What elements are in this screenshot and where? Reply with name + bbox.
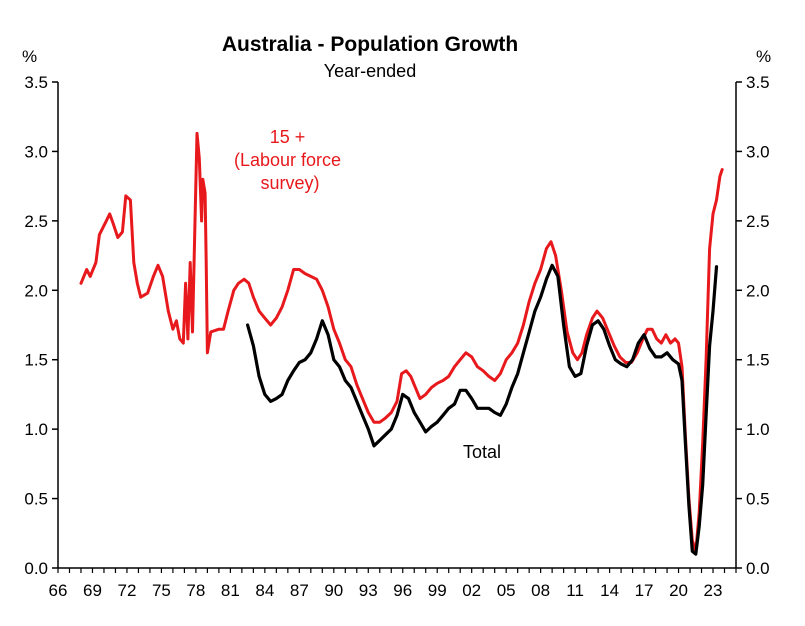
y-tick-label-left: 0.5 bbox=[24, 490, 48, 509]
y-tick-label-right: 3.5 bbox=[746, 73, 770, 92]
x-tick-label: 17 bbox=[635, 581, 654, 600]
x-tick-label: 81 bbox=[221, 581, 240, 600]
x-tick-label: 84 bbox=[255, 581, 274, 600]
y-tick-label-left: 1.0 bbox=[24, 420, 48, 439]
x-tick-label: 96 bbox=[393, 581, 412, 600]
x-tick-label: 23 bbox=[704, 581, 723, 600]
x-tick-label: 66 bbox=[49, 581, 68, 600]
y-tick-label-right: 2.0 bbox=[746, 281, 770, 300]
y-tick-label-left: 3.5 bbox=[24, 73, 48, 92]
series-group bbox=[79, 131, 724, 556]
x-tick-label: 90 bbox=[324, 581, 343, 600]
labour-force-label-line-1: 15 + bbox=[270, 127, 306, 147]
y-axis-left: 0.0 0.5 1.0 1.5 2.0 2.5 3.0 3.5 bbox=[24, 73, 58, 578]
x-tick-label: 11 bbox=[566, 581, 584, 600]
series-line-total bbox=[246, 263, 719, 556]
labour-force-label-line-2: (Labour force bbox=[234, 150, 341, 170]
y-tick-label-right: 0.5 bbox=[746, 490, 770, 509]
y-axis-right: 0.0 0.5 1.0 1.5 2.0 2.5 3.0 3.5 bbox=[736, 73, 770, 578]
y-tick-label-right: 1.0 bbox=[746, 420, 770, 439]
chart-subtitle: Year-ended bbox=[324, 61, 416, 81]
total-label: Total bbox=[463, 442, 501, 462]
y-unit-right: % bbox=[756, 47, 771, 66]
x-tick-label: 14 bbox=[600, 581, 619, 600]
y-tick-label-left: 2.5 bbox=[24, 212, 48, 231]
x-tick-label: 87 bbox=[290, 581, 309, 600]
x-tick-label: 99 bbox=[428, 581, 447, 600]
x-tick-label: 93 bbox=[359, 581, 378, 600]
y-tick-label-left: 1.5 bbox=[24, 351, 48, 370]
x-tick-label: 05 bbox=[497, 581, 516, 600]
y-tick-label-left: 0.0 bbox=[24, 559, 48, 578]
x-tick-label: 08 bbox=[531, 581, 550, 600]
labour-force-label: 15 + (Labour force survey) bbox=[234, 127, 346, 193]
x-axis: 66 69 72 75 78 81 84 87 90 93 96 99 02 05 08 11 14 17 20 23 bbox=[49, 568, 737, 600]
y-tick-label-right: 1.5 bbox=[746, 351, 770, 370]
labour-force-label-line-3: survey) bbox=[260, 173, 319, 193]
y-tick-label-right: 0.0 bbox=[746, 559, 770, 578]
y-tick-label-left: 2.0 bbox=[24, 281, 48, 300]
x-tick-label: 02 bbox=[462, 581, 481, 600]
y-tick-label-right: 2.5 bbox=[746, 212, 770, 231]
y-tick-label-right: 3.0 bbox=[746, 142, 770, 161]
series-line-labour-force bbox=[79, 131, 724, 553]
x-tick-label: 78 bbox=[186, 581, 205, 600]
chart-title: Australia - Population Growth bbox=[222, 33, 518, 56]
y-tick-label-left: 3.0 bbox=[24, 142, 48, 161]
x-tick-label: 69 bbox=[83, 581, 102, 600]
x-tick-label: 20 bbox=[669, 581, 688, 600]
x-tick-label: 75 bbox=[152, 581, 171, 600]
y-unit-left: % bbox=[22, 47, 37, 66]
x-tick-label: 72 bbox=[117, 581, 136, 600]
